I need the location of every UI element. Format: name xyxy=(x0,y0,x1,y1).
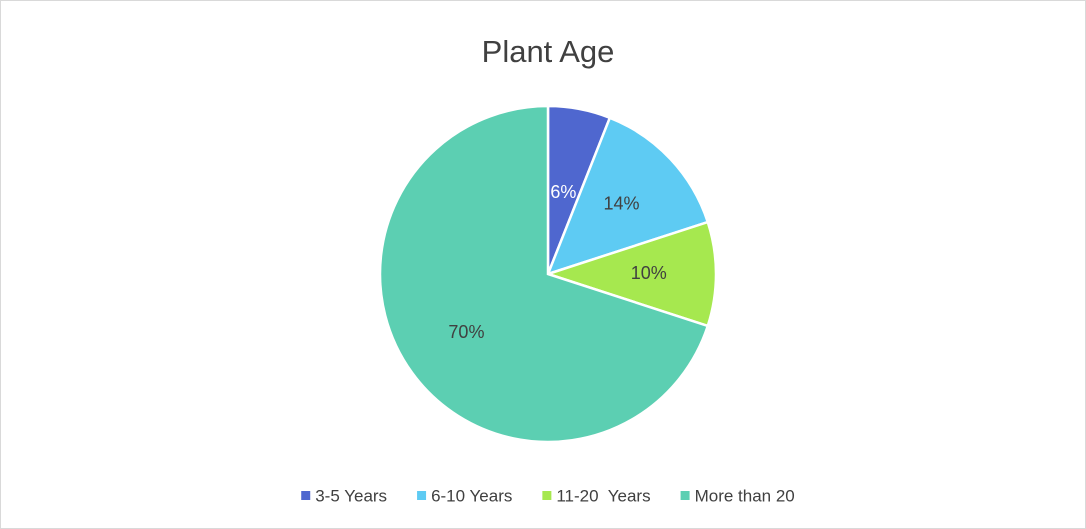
legend-swatch xyxy=(680,491,690,500)
legend-label: More than 20 xyxy=(695,486,795,505)
legend-label: 6-10 Years xyxy=(431,486,512,505)
data-label: 10% xyxy=(631,263,667,283)
data-label: 70% xyxy=(448,322,484,342)
data-label: 14% xyxy=(603,194,639,214)
pie-slice xyxy=(378,104,710,444)
data-label: 6% xyxy=(550,182,576,202)
pie-slice xyxy=(543,220,718,328)
legend-swatch xyxy=(542,491,552,500)
legend-swatch xyxy=(417,491,427,500)
legend-label: 11-20 Years xyxy=(556,486,650,505)
legend-label: 3-5 Years xyxy=(315,486,387,505)
chart-title: Plant Age xyxy=(482,34,615,69)
legend-swatch xyxy=(301,491,311,500)
